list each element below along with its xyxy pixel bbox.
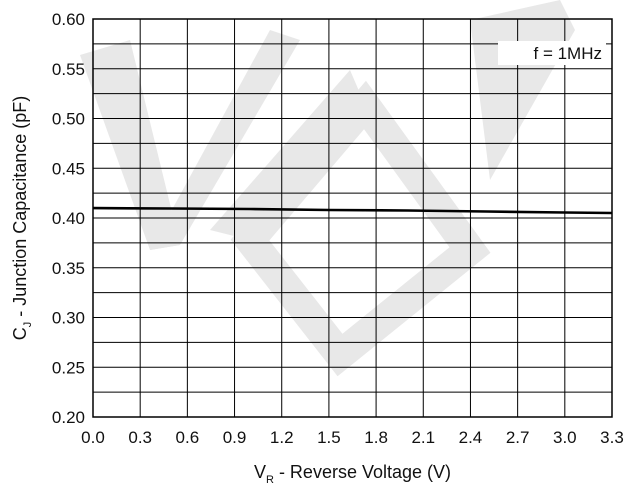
x-tick-label: 2.7: [506, 428, 530, 447]
y-axis-label: CJ - Junction Capacitance (pF): [10, 96, 34, 341]
y-tick-label: 0.50: [52, 110, 85, 129]
x-axis-label: VR - Reverse Voltage (V): [254, 462, 451, 486]
x-tick-label: 2.1: [411, 428, 435, 447]
x-tick-label: 3.0: [553, 428, 577, 447]
x-tick-label: 1.8: [364, 428, 388, 447]
x-tick-label: 0.0: [81, 428, 105, 447]
capacitance-series-line: [92, 206, 613, 215]
y-tick-labels: 0.20 0.25 0.30 0.35 0.40 0.45 0.50 0.55 0.60: [52, 10, 85, 427]
x-tick-label: 3.3: [600, 428, 624, 447]
frequency-annotation: f = 1MHz: [534, 44, 603, 63]
x-tick-label: 1.5: [317, 428, 341, 447]
y-tick-label: 0.25: [52, 358, 85, 377]
x-tick-label: 0.3: [128, 428, 152, 447]
plot-frame: [92, 18, 613, 418]
y-tick-label: 0.20: [52, 408, 85, 427]
y-tick-label: 0.55: [52, 60, 85, 79]
x-tick-label: 1.2: [270, 428, 294, 447]
x-tick-label: 0.9: [223, 428, 247, 447]
y-tick-label: 0.40: [52, 209, 85, 228]
y-tick-label: 0.30: [52, 309, 85, 328]
x-tick-label: 0.6: [176, 428, 200, 447]
y-tick-label: 0.35: [52, 259, 85, 278]
frequency-annotation-box: [498, 41, 606, 65]
x-tick-label: 2.4: [459, 428, 483, 447]
y-tick-label: 0.60: [52, 10, 85, 29]
x-tick-labels: 0.0 0.3 0.6 0.9 1.2 1.5 1.8 2.1 2.4 2.7 3.0 3.3: [81, 428, 624, 447]
y-tick-label: 0.45: [52, 159, 85, 178]
